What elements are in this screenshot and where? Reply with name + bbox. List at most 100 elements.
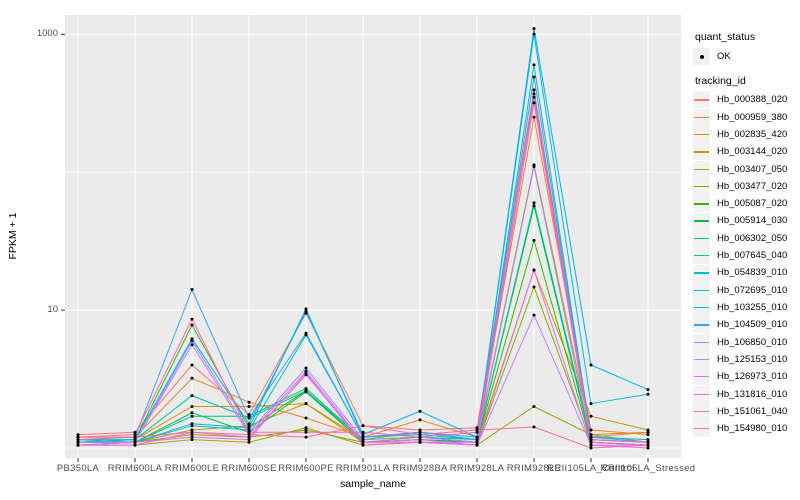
x-tick-label-RRIM928LE: RRIM928LE bbox=[506, 463, 562, 474]
data-point-Hb_000959_380-RRII105LA_Control bbox=[589, 428, 593, 432]
data-point-Hb_007645_040-RRIM928LE bbox=[532, 92, 536, 96]
data-point-Hb_154980_010-RRIM901LA bbox=[361, 424, 365, 428]
data-point-Hb_151061_040-RRIM600LE bbox=[190, 317, 194, 321]
x-tick-label-RRII105LA_Stressed: RRII105LA_Stressed bbox=[600, 463, 696, 474]
line-swatch-icon bbox=[694, 393, 709, 395]
legend-entry-Hb_000959_380: Hb_000959_380 bbox=[693, 108, 799, 126]
legend-label-Hb_106850_010: Hb_106850_010 bbox=[717, 336, 788, 348]
data-point-Hb_000959_380-RRIM600LE bbox=[190, 376, 194, 380]
legend-label-Hb_003477_020: Hb_003477_020 bbox=[717, 180, 788, 192]
data-point-Hb_104509_010-RRIM600LE bbox=[190, 288, 194, 291]
legend-label-Hb_125153_010: Hb_125153_010 bbox=[717, 353, 788, 365]
legend-label-Hb_003407_050: Hb_003407_050 bbox=[717, 163, 788, 175]
data-point-Hb_072695_010-RRIM600SE bbox=[247, 426, 251, 430]
data-point-Hb_154980_010-RRIM928LA bbox=[475, 428, 479, 432]
data-point-Hb_103255_010-RRIM928LA bbox=[475, 435, 479, 439]
legend-entry-Hb_003407_050: Hb_003407_050 bbox=[693, 160, 799, 178]
data-point-Hb_131816_010-RRIM928BA bbox=[418, 440, 422, 444]
data-point-Hb_154980_010-RRIM600LE bbox=[190, 430, 194, 434]
data-point-Hb_106850_010-RRIM928LE bbox=[532, 165, 536, 168]
data-point-Hb_103255_010-RRIM600SE bbox=[247, 422, 251, 426]
data-point-Hb_103255_010-RRII105LA_Control bbox=[589, 363, 593, 367]
legend-label-Hb_003144_020: Hb_003144_020 bbox=[717, 146, 788, 158]
legend-key-box bbox=[693, 281, 710, 299]
legend-label-Hb_103255_010: Hb_103255_010 bbox=[717, 302, 788, 313]
data-point-Hb_131816_010-RRII105LA_Control bbox=[589, 440, 593, 444]
legend-entry-Hb_131816_010: Hb_131816_010 bbox=[693, 385, 799, 403]
line-swatch-icon bbox=[694, 410, 709, 413]
plot-panel bbox=[65, 15, 681, 458]
data-point-Hb_000388_020-RRIM600LA bbox=[133, 430, 137, 434]
data-point-Hb_103255_010-RRIM600PE bbox=[304, 309, 308, 313]
data-point-Hb_003407_050-RRII105LA_Control bbox=[589, 433, 593, 437]
data-point-Hb_104509_010-RRIM600SE bbox=[247, 416, 251, 420]
data-point-Hb_126973_010-RRIM928LA bbox=[475, 443, 479, 447]
data-point-Hb_000388_020-PB350LA bbox=[76, 433, 80, 437]
data-point-Hb_072695_010-RRIM928LE bbox=[532, 32, 536, 36]
legend-label-Hb_000959_380: Hb_000959_380 bbox=[717, 111, 788, 123]
data-point-Hb_104509_010-RRII105LA_Control bbox=[589, 435, 593, 439]
data-point-Hb_003477_020-RRIM928LE bbox=[532, 285, 536, 289]
data-point-Hb_151061_040-RRII105LA_Control bbox=[589, 438, 593, 442]
x-tick-labels: PB350LA RRIM600LA RRIM600LE RRIM600SE RRIM60… bbox=[0, 463, 800, 477]
data-point-Hb_000959_380-RRIM928BA bbox=[418, 418, 422, 422]
legend-key-box bbox=[693, 229, 710, 247]
legend-entry-Hb_007645_040: Hb_007645_040 bbox=[693, 247, 799, 265]
data-point-Hb_005914_030-RRIM600LE bbox=[190, 411, 194, 415]
legend-label-Hb_005087_020: Hb_005087_020 bbox=[717, 198, 788, 210]
data-point-Hb_104509_010-RRIM928LA bbox=[475, 438, 479, 442]
data-point-Hb_002835_420-RRIM600LE bbox=[190, 405, 194, 408]
legend-key-box bbox=[693, 143, 710, 161]
data-point-Hb_000959_380-RRII105LA_Stressed bbox=[646, 433, 650, 437]
data-point-Hb_106850_010-RRIM901LA bbox=[361, 438, 365, 442]
legend-label-ok: OK bbox=[717, 51, 731, 62]
data-point-Hb_154980_010-RRIM928BA bbox=[418, 433, 422, 437]
x-tick-label-RRIM928LA: RRIM928LA bbox=[449, 463, 505, 474]
legend-key-box bbox=[693, 160, 710, 178]
legend-key-box bbox=[693, 212, 710, 230]
legend-label-Hb_054839_010: Hb_054839_010 bbox=[717, 267, 788, 279]
data-point-Hb_131816_010-RRIM901LA bbox=[361, 443, 365, 447]
data-point-Hb_154980_010-RRII105LA_Stressed bbox=[646, 443, 650, 447]
line-swatch-icon bbox=[694, 151, 709, 153]
y-tick-label-1000: 1000 bbox=[36, 28, 58, 40]
legend-key-box bbox=[693, 385, 710, 403]
legend-entry-Hb_154980_010: Hb_154980_010 bbox=[693, 420, 799, 438]
legend: quant_status OK tracking_id Hb_000388_02… bbox=[693, 0, 799, 500]
data-point-Hb_131816_010-RRIM928LA bbox=[475, 440, 479, 444]
line-swatch-icon bbox=[694, 220, 709, 222]
data-point-Hb_126973_010-RRIM901LA bbox=[361, 440, 365, 444]
legend-entry-Hb_072695_010: Hb_072695_010 bbox=[693, 281, 799, 299]
legend-entry-Hb_002835_420: Hb_002835_420 bbox=[693, 126, 799, 144]
line-swatch-icon bbox=[694, 185, 709, 188]
line-swatch-icon bbox=[694, 168, 709, 170]
data-point-Hb_151061_040-RRIM600SE bbox=[247, 430, 251, 434]
data-point-Hb_151061_040-RRII105LA_Stressed bbox=[646, 440, 650, 444]
legend-label-Hb_151061_040: Hb_151061_040 bbox=[717, 405, 788, 417]
data-point-Hb_072695_010-RRII105LA_Control bbox=[589, 402, 593, 406]
data-point-Hb_002835_420-RRIM600SE bbox=[247, 405, 251, 408]
data-point-Hb_154980_010-RRII105LA_Control bbox=[589, 446, 593, 450]
line-swatch-icon bbox=[694, 341, 709, 343]
data-point-Hb_106850_010-PB350LA bbox=[76, 440, 80, 444]
data-point-Hb_003144_020-RRII105LA_Stressed bbox=[646, 428, 650, 432]
x-tick-label-RRIM600PE: RRIM600PE bbox=[278, 463, 334, 474]
data-point-Hb_131816_010-RRIM600PE bbox=[304, 371, 308, 375]
data-point-Hb_006302_050-RRIM600LE bbox=[190, 414, 194, 418]
data-point-Hb_104509_010-RRIM928BA bbox=[418, 430, 422, 434]
line-swatch-icon bbox=[694, 324, 709, 326]
legend-label-Hb_002835_420: Hb_002835_420 bbox=[717, 128, 788, 140]
data-point-Hb_126973_010-RRIM928LE bbox=[532, 268, 536, 272]
legend-entry-Hb_103255_010: Hb_103255_010 bbox=[693, 299, 799, 317]
legend-label-Hb_000388_020: Hb_000388_020 bbox=[717, 94, 788, 106]
data-point-Hb_131816_010-RRIM600LE bbox=[190, 435, 194, 439]
line-swatch-icon bbox=[694, 99, 709, 101]
x-tick-label-PB350LA: PB350LA bbox=[56, 463, 100, 474]
legend-entry-Hb_126973_010: Hb_126973_010 bbox=[693, 368, 799, 386]
data-point-Hb_151061_040-RRIM901LA bbox=[361, 430, 365, 434]
data-point-Hb_005087_020-RRIM928LE bbox=[532, 238, 536, 242]
data-point-Hb_151061_040-RRIM600PE bbox=[304, 430, 308, 434]
x-tick-label-RRII105LA_Control: RRII105LA_Control bbox=[547, 463, 635, 474]
data-point-Hb_125153_010-RRIM928LE bbox=[532, 313, 536, 317]
